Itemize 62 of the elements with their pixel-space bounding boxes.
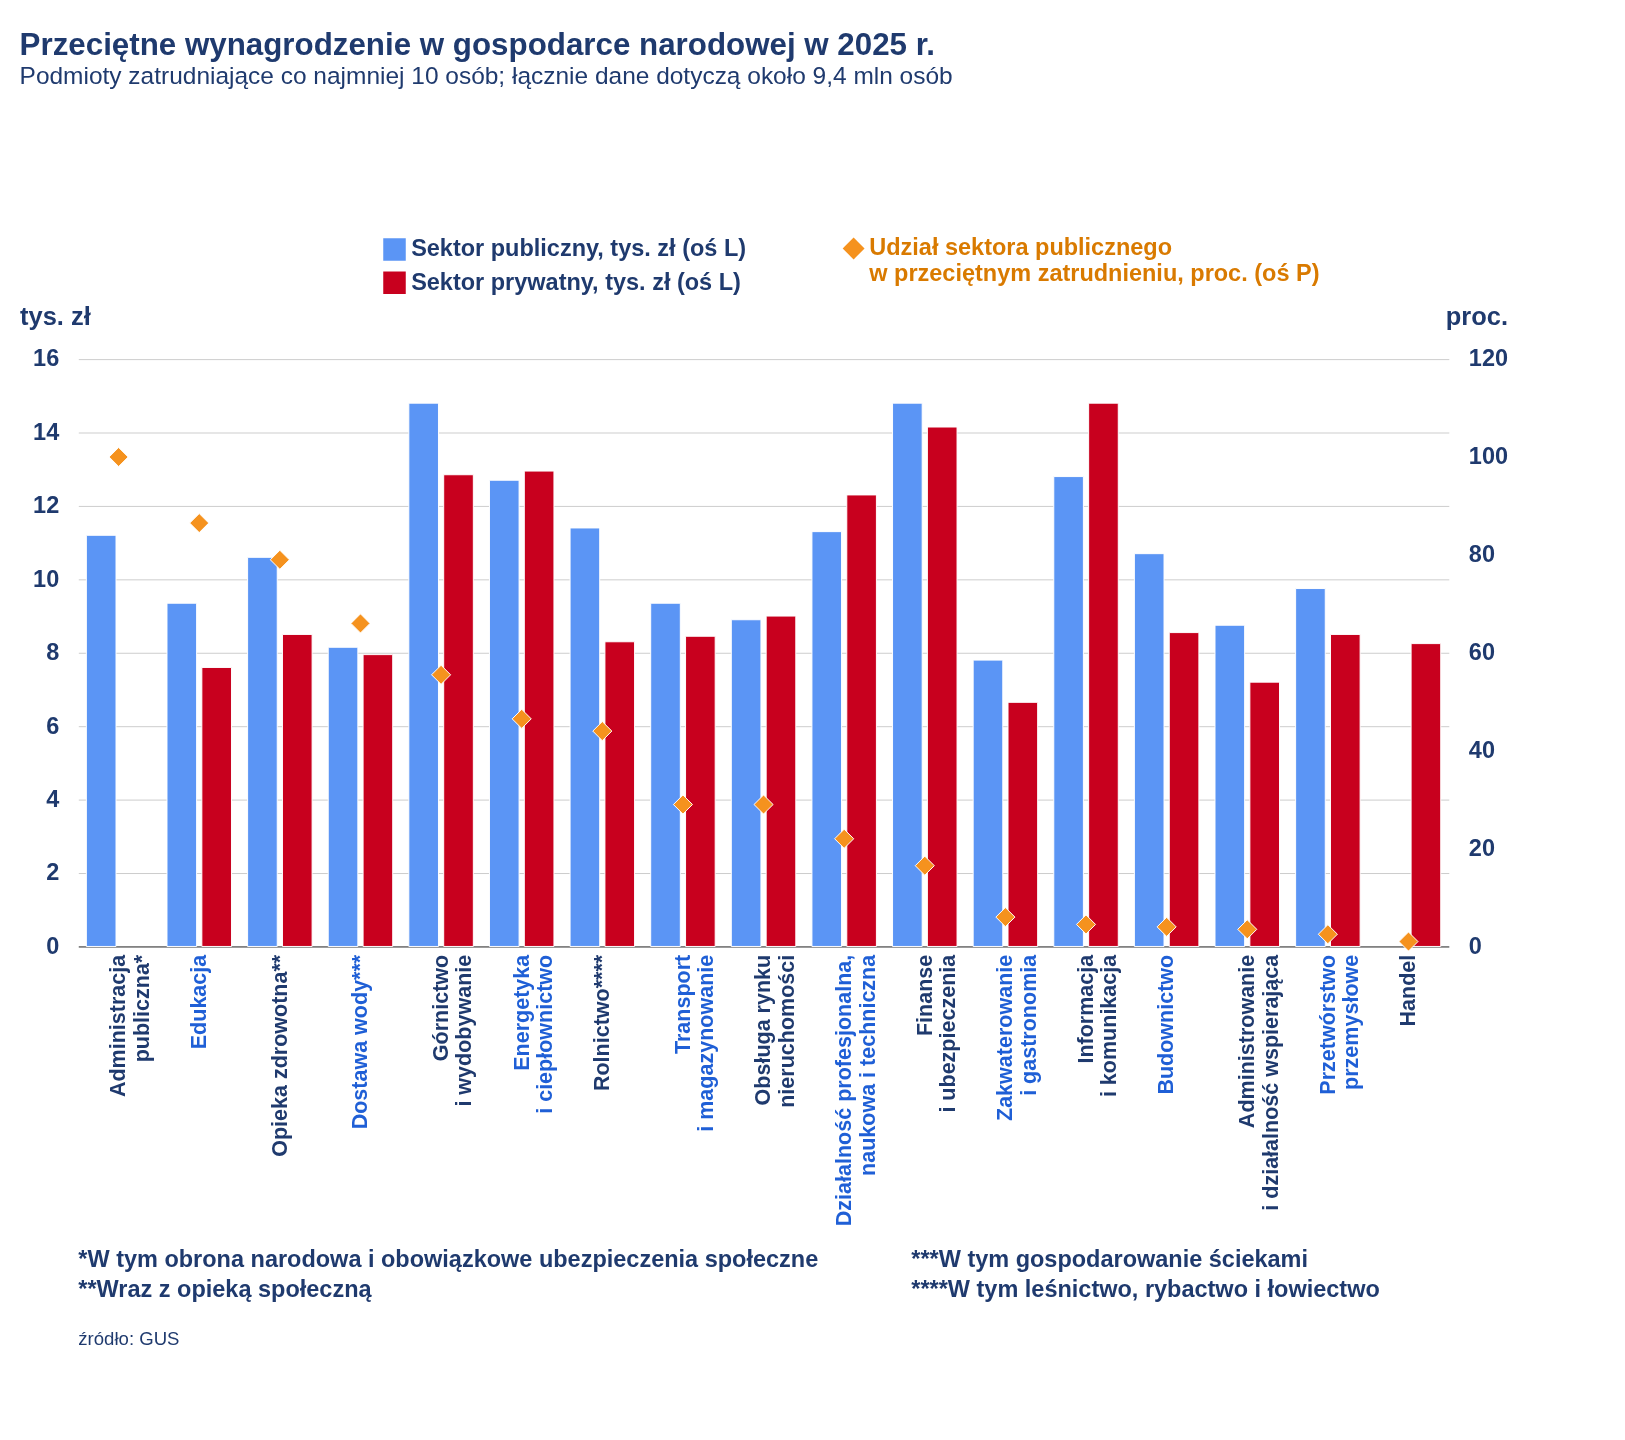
chart-subtitle: Podmioty zatrudniające co najmniej 10 osób; łącznie dane dotyczą około 9,4 mln osób	[19, 62, 953, 90]
point	[108, 446, 129, 468]
y-tick-label: 4	[46, 785, 60, 812]
bar	[281, 633, 313, 947]
text: **Wraz z opieką społeczną	[78, 1275, 373, 1302]
y2-tick-label: 40	[1468, 737, 1495, 764]
bar	[85, 534, 117, 947]
x-tick-label: Dostawa wody***	[348, 954, 373, 1130]
point	[431, 664, 452, 685]
point	[753, 794, 774, 815]
y-tick-label: 0	[46, 932, 60, 959]
y2-tick-label: 20	[1468, 834, 1495, 861]
legend-label: Sektor publiczny, tys. zł (oś L)	[411, 235, 747, 262]
y-tick-label: 10	[33, 565, 60, 592]
point	[592, 721, 613, 742]
legend-label: Udział sektora publicznego w przeciętnym zatrudnieniu, proc. (oś P)	[868, 234, 1320, 286]
bar	[362, 654, 394, 947]
point	[1156, 916, 1177, 937]
y-tick-label: 6	[46, 712, 60, 739]
point	[350, 613, 371, 634]
y-tick-label: 16	[33, 345, 60, 372]
x-tick-label: Edukacja	[187, 953, 212, 1050]
y2-tick-label: 80	[1468, 541, 1495, 568]
point	[995, 907, 1016, 928]
y-tick-label: 12	[33, 492, 60, 519]
x-tick-label: Handel	[1396, 954, 1421, 1027]
x-tick-label: Opieka zdrowotna**	[267, 954, 292, 1157]
point	[834, 828, 855, 849]
x-tick-label: Rolnictwo****	[590, 954, 615, 1092]
y-tick-label: 2	[46, 859, 60, 886]
text: ****W tym leśnictwo, rybactwo i łowiectwo	[911, 1275, 1380, 1302]
y-axis-title: tys. zł	[20, 302, 91, 331]
point	[1317, 924, 1338, 945]
bar	[166, 602, 198, 947]
x-tick-label: Budownictwo	[1154, 954, 1179, 1095]
text: źródło: GUS	[78, 1328, 180, 1350]
y-tick-label: 8	[46, 639, 60, 666]
point	[1075, 914, 1097, 935]
bar	[201, 666, 232, 947]
point	[269, 549, 290, 570]
x-tick-label: Górnictwo i wydobywanie	[428, 954, 477, 1107]
point	[1398, 931, 1419, 952]
y2-tick-label: 120	[1468, 345, 1509, 372]
y-tick-label: 14	[33, 418, 60, 445]
y2-axis-title: proc.	[1445, 302, 1509, 331]
legend-label: Sektor prywatny, tys. zł (oś L)	[411, 268, 741, 295]
x-tick-label: Przetwórstwo przemysłowe	[1315, 954, 1364, 1095]
point	[914, 855, 935, 876]
point	[1237, 919, 1258, 940]
bar	[327, 646, 359, 947]
y2-tick-label: 60	[1468, 639, 1495, 666]
y2-tick-label: 100	[1468, 443, 1509, 470]
chart-title: Przeciętne wynagrodzenie w gospodarce narodowej w 2025 r.	[19, 26, 935, 62]
point	[672, 794, 693, 815]
point	[511, 708, 532, 729]
text: *W tym obrona narodowa i obowiązkowe ubezpieczenia społeczne	[78, 1246, 819, 1273]
x-tick-label: Obsługa rynku nieruchomości	[751, 954, 799, 1108]
text: ***W tym gospodarowanie ściekami	[911, 1246, 1309, 1273]
y2-tick-label: 0	[1468, 932, 1482, 959]
x-tick-label: Administracja publiczna*	[106, 953, 154, 1098]
x-tick-label: Energetyka i ciepłownictwo	[509, 953, 558, 1114]
point	[189, 513, 210, 534]
